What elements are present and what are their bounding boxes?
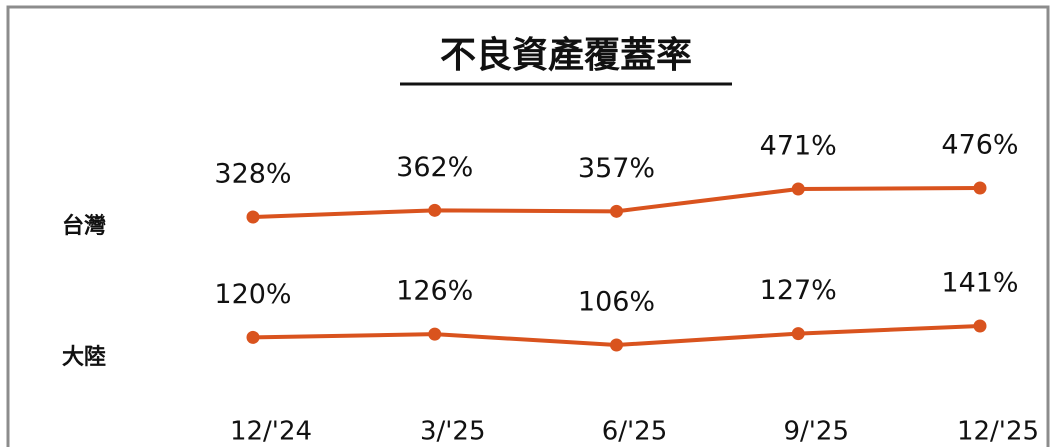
data-label: 141% [941, 268, 1018, 299]
data-label: 127% [760, 275, 837, 306]
chart-title: 不良資產覆蓋率 [440, 35, 692, 76]
legend-label: 台灣 [62, 213, 106, 239]
point [791, 182, 805, 196]
data-label: 106% [578, 287, 655, 318]
data-label: 362% [396, 152, 473, 183]
frame [6, 5, 1050, 447]
legend-label: 大陸 [62, 344, 106, 370]
point [973, 181, 987, 195]
data-label: 357% [578, 153, 655, 184]
x-tick-label: 9/'25 [783, 417, 849, 447]
x-tick-label: 12/'24 [230, 417, 312, 447]
data-label: 328% [214, 159, 291, 190]
point [428, 327, 442, 341]
data-label: 120% [214, 279, 291, 310]
point [610, 338, 623, 352]
data-label: 471% [760, 130, 837, 161]
x-tick-label: 3/'25 [420, 417, 486, 447]
point [973, 319, 987, 333]
x-tick-label: 6/'25 [602, 417, 668, 447]
data-label: 126% [396, 276, 473, 307]
data-label: 476% [941, 130, 1018, 161]
x-tick-label: 12/'25 [957, 417, 1039, 447]
point [610, 204, 623, 218]
point [246, 330, 260, 344]
point [246, 210, 260, 224]
point [791, 327, 805, 341]
point [428, 203, 442, 217]
